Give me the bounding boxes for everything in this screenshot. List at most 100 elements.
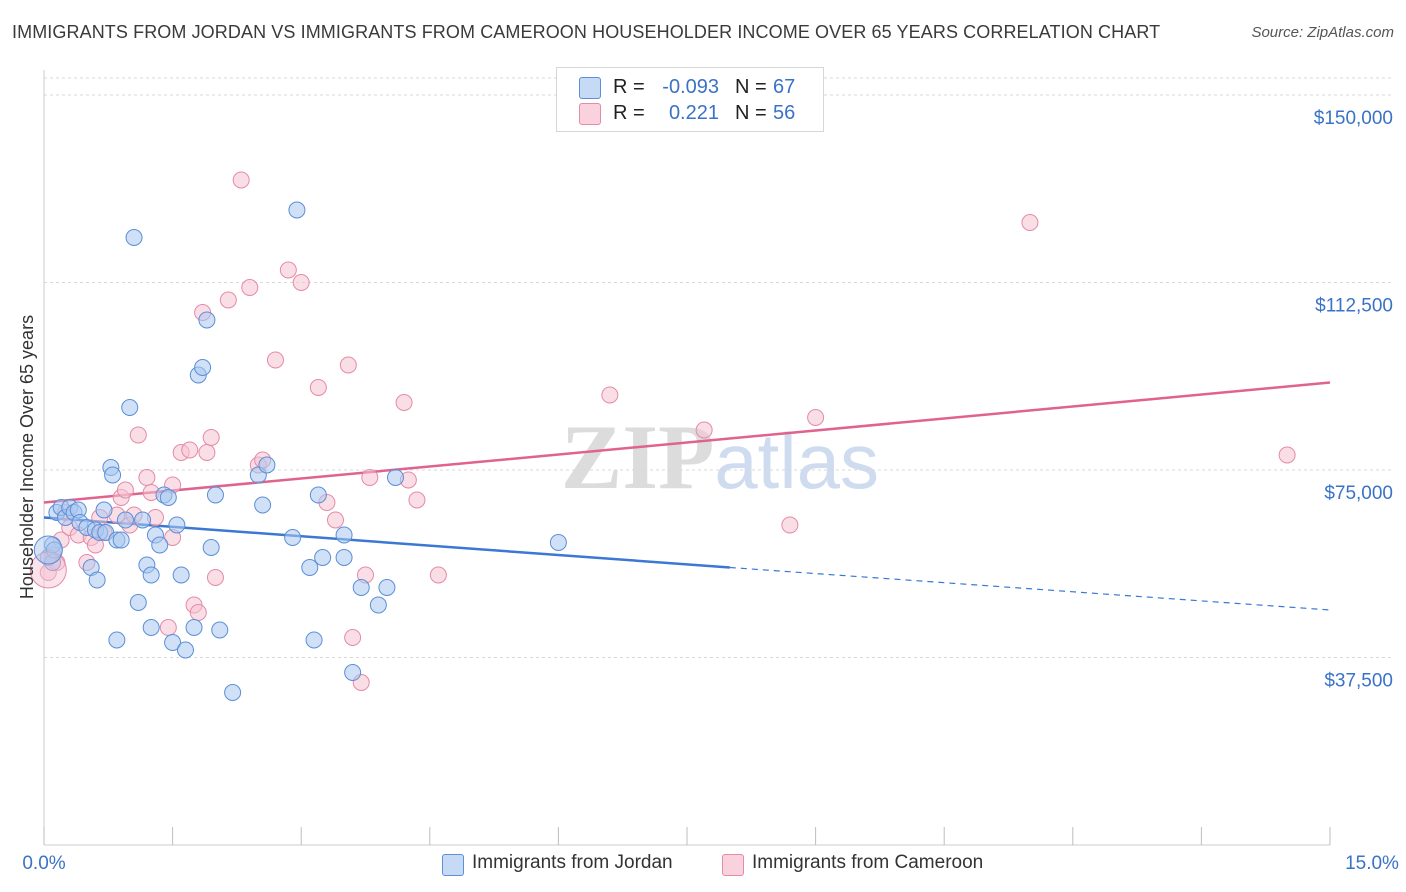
jordan-point: [344, 664, 362, 681]
legend-r-value: -0.093: [662, 76, 719, 98]
jordan-point: [116, 511, 134, 529]
jordan-point: [108, 631, 126, 649]
cameroon-point: [189, 604, 207, 621]
legend-n-value: 56: [773, 102, 796, 124]
cameroon-point: [695, 421, 713, 439]
y-tick-label: $150,000: [1314, 108, 1393, 129]
legend-r-label: R =: [613, 76, 645, 98]
cameroon-point: [116, 481, 134, 499]
x-tick-label: 0.0%: [22, 853, 65, 874]
jordan-point: [88, 571, 106, 589]
jordan-point: [301, 559, 319, 576]
chart-title: IMMIGRANTS FROM JORDAN VS IMMIGRANTS FRO…: [12, 22, 1161, 42]
jordan-point: [549, 534, 567, 551]
watermark-zip: ZIP: [561, 406, 714, 508]
jordan-point: [112, 531, 130, 549]
jordan-point: [378, 579, 396, 596]
watermark: ZIPatlas: [561, 406, 879, 508]
jordan-point: [369, 596, 387, 614]
watermark-atlas: atlas: [714, 417, 879, 505]
cameroon-point: [326, 511, 344, 529]
jordan-point: [151, 536, 169, 554]
y-tick-label: $75,000: [1324, 483, 1393, 504]
jordan-point: [95, 501, 113, 519]
jordan-point: [314, 549, 332, 566]
jordan-point: [142, 619, 160, 636]
cameroon-point: [206, 569, 224, 586]
cameroon-point: [202, 429, 220, 446]
jordan-point: [121, 399, 139, 416]
cameroon-point: [219, 291, 237, 309]
jordan-point: [142, 566, 160, 584]
legend-r-label: R =: [613, 102, 645, 124]
jordan-point: [198, 311, 216, 329]
cameroon-point: [266, 351, 284, 369]
cameroon-point: [361, 469, 379, 486]
jordan-point: [387, 469, 405, 486]
jordan-point: [335, 526, 353, 544]
source-label: Source: ZipAtlas.com: [1251, 24, 1394, 41]
cameroon-point: [1278, 446, 1296, 464]
jordan-point: [254, 496, 272, 514]
cameroon-point: [232, 171, 250, 189]
jordan-point: [194, 359, 212, 376]
jordan-point: [206, 486, 224, 504]
jordan-point: [125, 229, 143, 246]
correlation-legend: R = -0.093 N = 67 R = 0.221 N = 56: [556, 67, 824, 132]
jordan-point: [176, 641, 194, 659]
y-tick-label: $112,500: [1315, 296, 1393, 317]
cameroon-point: [601, 386, 619, 404]
legend-swatch-cameroon: [579, 103, 601, 125]
cameroon-point: [339, 356, 357, 374]
cameroon-point: [181, 441, 199, 459]
jordan-point: [172, 566, 190, 584]
jordan-point: [104, 466, 122, 484]
cameroon-point: [138, 469, 156, 486]
cameroon-point: [429, 566, 447, 584]
legend-swatch-jordan: [579, 77, 601, 99]
legend-n-value: 67: [773, 76, 796, 98]
jordan-point: [202, 539, 220, 556]
bottom-legend-label-jordan: Immigrants from Jordan: [472, 852, 673, 873]
jordan-point: [134, 511, 152, 529]
legend-n-label: N =: [735, 102, 767, 124]
jordan-trend-line: [43, 516, 730, 569]
jordan-point: [305, 631, 323, 649]
cameroon-point: [198, 444, 216, 461]
bottom-legend-swatch-cameroon: [722, 854, 744, 876]
jordan-point: [164, 634, 182, 651]
jordan-point: [352, 579, 370, 596]
cameroon-point: [279, 261, 297, 279]
bottom-legend-label-cameroon: Immigrants from Cameroon: [752, 852, 984, 873]
x-tick-label: 15.0%: [1345, 853, 1399, 874]
legend-n-label: N =: [735, 76, 767, 98]
jordan-trend-extension: [729, 566, 1331, 611]
jordan-point: [284, 529, 302, 546]
cameroon-point: [241, 279, 259, 296]
jordan-point: [258, 456, 276, 474]
cameroon-point: [129, 426, 147, 444]
y-tick-label: $37,500: [1324, 671, 1393, 692]
jordan-point: [224, 684, 242, 701]
cameroon-point: [309, 379, 327, 396]
cameroon-point: [159, 619, 177, 636]
jordan-point: [185, 619, 203, 636]
jordan-cluster-point: [33, 535, 63, 565]
cameroon-point: [781, 516, 799, 534]
cameroon-point: [1021, 214, 1039, 231]
y-axis-label: Householder Income Over 65 years: [17, 315, 37, 599]
jordan-point: [129, 594, 147, 611]
cameroon-point: [344, 629, 362, 646]
jordan-point: [335, 549, 353, 566]
cameroon-point: [807, 409, 825, 426]
cameroon-point: [395, 394, 413, 411]
bottom-legend-swatch-jordan: [442, 854, 464, 876]
legend-r-value: 0.221: [668, 102, 719, 124]
cameroon-point: [292, 274, 310, 291]
jordan-point: [211, 621, 229, 639]
cameroon-point: [408, 491, 426, 509]
jordan-point: [309, 486, 327, 504]
jordan-point: [159, 489, 177, 506]
jordan-point: [288, 201, 306, 219]
